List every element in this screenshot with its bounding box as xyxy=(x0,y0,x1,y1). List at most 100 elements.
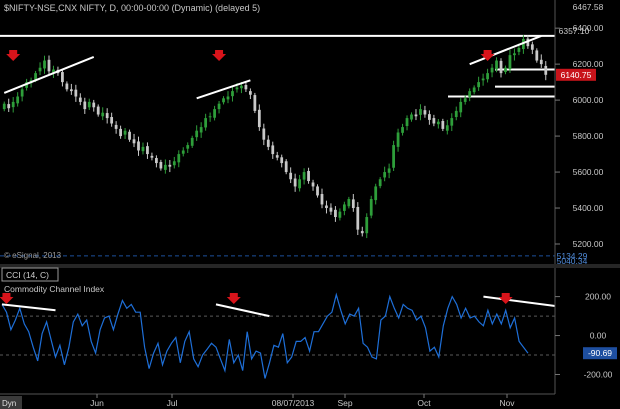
time-tick-label: Jul xyxy=(167,398,178,408)
watermark-text: © eSignal, 2013 xyxy=(4,251,62,260)
candle-body xyxy=(307,170,310,182)
candle-body xyxy=(231,91,234,97)
candle-body xyxy=(396,132,400,147)
candle-body xyxy=(159,161,163,169)
time-axis-background xyxy=(0,394,620,409)
candle-body xyxy=(486,73,489,80)
candle-body xyxy=(52,69,55,74)
price-tick-label: 6200.00 xyxy=(573,59,604,69)
candle-body xyxy=(356,206,360,230)
candle-body xyxy=(289,172,293,180)
candle-body xyxy=(477,82,481,88)
candle-body xyxy=(535,50,539,61)
candle-body xyxy=(101,112,105,117)
candle-body xyxy=(244,84,248,90)
cci-axis-background xyxy=(555,268,620,394)
candle-body xyxy=(405,118,409,127)
time-tick-label: Sep xyxy=(337,398,352,408)
candle-body xyxy=(47,59,51,72)
candle-body xyxy=(428,114,431,120)
candle-body xyxy=(123,130,127,135)
candle-body xyxy=(213,109,216,118)
low-price-label-2: 5040.34 xyxy=(557,256,588,266)
candle-body xyxy=(137,141,140,151)
candle-body xyxy=(311,182,315,187)
candle-body xyxy=(208,116,212,118)
candle-body xyxy=(83,101,87,110)
price-tick-label: 5600.00 xyxy=(573,167,604,177)
cci-tick-label: 0.00 xyxy=(590,331,607,341)
time-axis: Jun Jul 08/07/2013 Sep Oct Nov xyxy=(90,394,515,408)
candle-body xyxy=(432,118,436,124)
candle-body xyxy=(544,65,548,75)
candle-body xyxy=(504,67,507,73)
candle-body xyxy=(240,85,243,89)
candle-body xyxy=(2,103,6,110)
candle-body xyxy=(365,217,369,234)
cci-title: CCI (14, C) xyxy=(6,270,49,280)
corner-label[interactable]: Dyn xyxy=(2,399,16,408)
candle-body xyxy=(110,117,114,124)
price-axis: 6400.00 6200.00 6000.00 5800.00 5600.00 5400.… xyxy=(555,2,604,266)
candle-body xyxy=(293,178,297,187)
candle-body xyxy=(128,131,131,140)
candle-body xyxy=(74,89,78,97)
price-tick-label: 5400.00 xyxy=(573,203,604,213)
candle-body xyxy=(155,158,158,164)
down-arrow-icon xyxy=(212,50,227,61)
price-tick-label: 5800.00 xyxy=(573,131,604,141)
candle-body xyxy=(316,186,319,196)
candle-body xyxy=(87,101,91,108)
cci-label-box[interactable] xyxy=(1,267,59,282)
candle-body xyxy=(146,146,149,155)
candle-body xyxy=(262,128,266,140)
candle-body xyxy=(334,209,337,218)
cci-trendline xyxy=(215,303,270,318)
down-arrow-icon xyxy=(6,50,21,61)
candle-body xyxy=(329,207,333,212)
candle-body xyxy=(266,139,270,147)
corner-box[interactable] xyxy=(0,396,22,409)
price-axis-background xyxy=(555,0,620,264)
candle-body xyxy=(20,89,24,97)
candle-body xyxy=(280,157,284,164)
candle-body xyxy=(271,145,275,155)
panel-divider[interactable] xyxy=(0,264,620,268)
candle-body xyxy=(436,121,440,125)
candle-body xyxy=(119,128,122,137)
candle-body xyxy=(69,89,73,92)
candle-body xyxy=(168,164,172,167)
candle-body xyxy=(43,60,46,69)
candle-body xyxy=(132,139,136,144)
down-arrow-icon xyxy=(480,50,495,61)
candle-body xyxy=(222,98,225,103)
candle-body xyxy=(284,161,288,173)
candle-body xyxy=(25,82,29,88)
time-tick-label: Oct xyxy=(417,398,431,408)
candle-body xyxy=(419,109,422,115)
candle-body xyxy=(163,164,167,170)
time-tick-label: 08/07/2013 xyxy=(272,398,315,408)
candle-body xyxy=(472,87,476,93)
candle-body xyxy=(298,179,302,189)
candle-body xyxy=(248,91,252,95)
candle-body xyxy=(96,106,100,115)
down-arrow-icon xyxy=(226,293,241,304)
candle-body xyxy=(7,104,11,109)
candle-body xyxy=(105,113,109,119)
candle-body xyxy=(360,231,364,234)
candle-body xyxy=(78,97,82,102)
price-candles xyxy=(2,35,548,239)
signal-arrows xyxy=(6,50,495,61)
candle-body xyxy=(181,150,185,154)
candle-body xyxy=(150,155,154,158)
candle-body xyxy=(490,67,494,73)
candle-body xyxy=(539,59,543,65)
candle-body xyxy=(495,60,498,70)
candle-body xyxy=(257,109,261,128)
cci-tick-label: -200.00 xyxy=(584,369,613,379)
candle-body xyxy=(172,161,176,166)
current-price-tag xyxy=(556,68,596,81)
